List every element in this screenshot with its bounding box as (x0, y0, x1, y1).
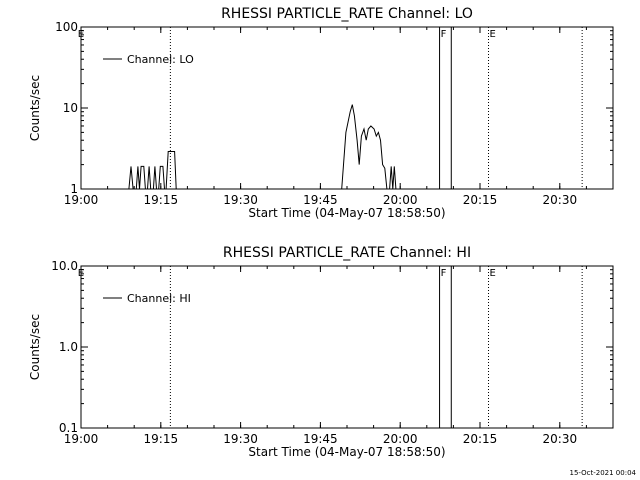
marker-label: F (441, 29, 447, 40)
chart-panel-1: RHESSI PARTICLE_RATE Channel: HI 19:00 19:… (28, 245, 614, 459)
x-tick-label: 19:00 (64, 432, 99, 446)
series-line-0-segment-1 (341, 104, 397, 189)
plot-frame (80, 265, 614, 429)
chart-title: RHESSI PARTICLE_RATE Channel: HI (223, 245, 471, 261)
x-tick-label: 19:45 (303, 432, 338, 446)
y-tick-label: 100 (55, 20, 78, 34)
x-axis-label: Start Time (04-May-07 18:58:50) (248, 206, 445, 220)
chart-title: RHESSI PARTICLE_RATE Channel: LO (221, 6, 473, 22)
x-tick-label: 19:15 (144, 432, 179, 446)
plot-frame (80, 26, 614, 190)
x-tick-label: 19:00 (64, 193, 99, 207)
chart-panel-0: RHESSI PARTICLE_RATE Channel: LO 19:00 19:… (28, 6, 614, 220)
x-tick-label: 19:30 (223, 193, 258, 207)
x-tick-label: 19:15 (144, 193, 179, 207)
x-tick-label: 20:15 (463, 432, 498, 446)
y-tick-label: 10 (63, 101, 78, 115)
marker-label: E (490, 268, 496, 279)
y-axis-label: Counts/sec (28, 75, 42, 141)
x-tick-label: 20:30 (543, 193, 578, 207)
marker-label: E (490, 29, 496, 40)
y-tick-label: 0.1 (59, 421, 78, 435)
x-tick-label: 19:45 (303, 193, 338, 207)
x-axis-label: Start Time (04-May-07 18:58:50) (248, 445, 445, 459)
y-axis-label: Counts/sec (28, 314, 42, 380)
x-tick-label: 20:00 (383, 193, 418, 207)
y-tick-label: 1.0 (59, 340, 78, 354)
marker-label: E (78, 268, 84, 279)
legend-label: Channel: HI (127, 292, 191, 305)
x-tick-label: 20:15 (463, 193, 498, 207)
x-tick-label: 20:00 (383, 432, 418, 446)
marker-label: E (78, 29, 84, 40)
x-tick-label: 19:30 (223, 432, 258, 446)
y-tick-label: 1 (70, 182, 78, 196)
series-line-0-segment-0 (128, 151, 177, 189)
legend-label: Channel: LO (127, 53, 194, 66)
x-tick-label: 20:30 (543, 432, 578, 446)
y-tick-label: 10.0 (51, 259, 78, 273)
timestamp-label: 15-Oct-2021 00:04 (569, 469, 636, 477)
marker-label: F (441, 268, 447, 279)
